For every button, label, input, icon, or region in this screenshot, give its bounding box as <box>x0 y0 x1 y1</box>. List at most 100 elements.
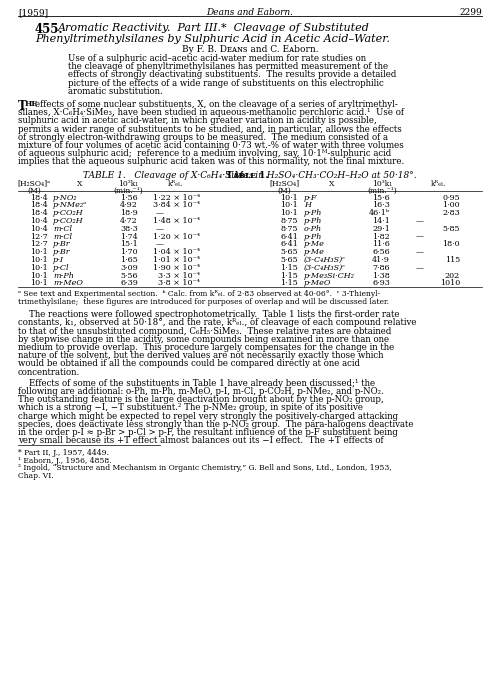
Text: nature of the solvent, but the derived values are not necessarily exactly those : nature of the solvent, but the derived v… <box>18 351 384 360</box>
Text: 6·41: 6·41 <box>280 240 298 249</box>
Text: 10·1: 10·1 <box>30 272 48 280</box>
Text: Effects of some of the substituents in Table 1 have already been discussed;¹ the: Effects of some of the substituents in T… <box>18 379 375 388</box>
Text: 4·92: 4·92 <box>120 202 138 209</box>
Text: The outstanding feature is the large deactivation brought about by the p-NO₂ gro: The outstanding feature is the large dea… <box>18 395 384 404</box>
Text: 1·01 × 10⁻⁴: 1·01 × 10⁻⁴ <box>153 256 200 264</box>
Text: H: H <box>304 202 311 209</box>
Text: —: — <box>156 240 164 249</box>
Text: 455.: 455. <box>35 23 64 36</box>
Text: p-CO₂H: p-CO₂H <box>53 209 84 217</box>
Text: Deans and Eaborn.: Deans and Eaborn. <box>206 8 294 17</box>
Text: 1·22 × 10⁻⁴: 1·22 × 10⁻⁴ <box>153 194 200 202</box>
Text: 10·1: 10·1 <box>280 194 298 202</box>
Text: p-Me: p-Me <box>304 249 325 256</box>
Text: would be obtained if all the compounds could be compared directly at one acid: would be obtained if all the compounds c… <box>18 359 360 369</box>
Text: p-Me: p-Me <box>304 240 325 249</box>
Text: TABLE 1.   Cleavage of X·C₆H₄·SiMe₃ in H₂SO₄·CH₃·CO₂H–H₂O at 50·18°.: TABLE 1. Cleavage of X·C₆H₄·SiMe₃ in H₂S… <box>83 170 417 180</box>
Text: 8·75: 8·75 <box>280 217 298 225</box>
Text: aromatic substitution.: aromatic substitution. <box>68 87 163 96</box>
Text: 10·4: 10·4 <box>30 217 48 225</box>
Text: 3·8 × 10⁻⁴: 3·8 × 10⁻⁴ <box>158 279 200 287</box>
Text: [H₂SO₄]ᵃ: [H₂SO₄]ᵃ <box>18 180 50 187</box>
Text: 1·38: 1·38 <box>372 272 390 280</box>
Text: 3·3 × 10⁻⁴: 3·3 × 10⁻⁴ <box>158 272 200 280</box>
Text: implies that the aqueous sulphuric acid taken was of this normality, not the fin: implies that the aqueous sulphuric acid … <box>18 158 404 166</box>
Text: 2·83: 2·83 <box>442 209 460 217</box>
Text: Phenyltrimethylsilanes by Sulphuric Acid in Acetic Acid–Water.: Phenyltrimethylsilanes by Sulphuric Acid… <box>35 34 390 44</box>
Text: 12·7: 12·7 <box>30 240 48 249</box>
Text: silanes, X·C₆H₄·SiMe₃, have been studied in aqueous-methanolic perchloric acid.¹: silanes, X·C₆H₄·SiMe₃, have been studied… <box>18 108 404 117</box>
Text: 41·9: 41·9 <box>372 256 390 264</box>
Text: 1·20 × 10⁻⁴: 1·20 × 10⁻⁴ <box>153 233 200 240</box>
Text: 18·9: 18·9 <box>120 209 138 217</box>
Text: 1·15: 1·15 <box>280 272 298 280</box>
Text: 6·39: 6·39 <box>120 279 138 287</box>
Text: effects of strongly deactivating substituents.  The results provide a detailed: effects of strongly deactivating substit… <box>68 71 396 79</box>
Text: p-MeO: p-MeO <box>304 279 332 287</box>
Text: 29·1: 29·1 <box>372 225 390 233</box>
Text: ² Ingold, “Structure and Mechanism in Organic Chemistry,” G. Bell and Sons, Ltd.: ² Ingold, “Structure and Mechanism in Or… <box>18 464 392 473</box>
Text: 1·48 × 10⁻⁴: 1·48 × 10⁻⁴ <box>153 217 200 225</box>
Text: (min.⁻¹): (min.⁻¹) <box>367 187 397 195</box>
Text: 1·65: 1·65 <box>120 256 138 264</box>
Text: —: — <box>416 264 424 272</box>
Text: 1·74: 1·74 <box>120 233 138 240</box>
Text: 1·56: 1·56 <box>120 194 138 202</box>
Text: o-Ph: o-Ph <box>304 225 322 233</box>
Text: m-Ph: m-Ph <box>53 272 74 280</box>
Text: 1·00: 1·00 <box>442 202 460 209</box>
Text: p-I: p-I <box>53 256 64 264</box>
Text: X: X <box>330 180 334 187</box>
Text: [H₂SO₄]: [H₂SO₄] <box>269 180 299 187</box>
Text: constants, k₁, observed at 50·18°, and the rate, kᴿₑₗ., of cleavage of each comp: constants, k₁, observed at 50·18°, and t… <box>18 318 416 327</box>
Text: —: — <box>416 233 424 240</box>
Text: —: — <box>156 209 164 217</box>
Text: permits a wider range of substituents to be studied, and, in particular, allows : permits a wider range of substituents to… <box>18 125 402 134</box>
Text: 10·1: 10·1 <box>30 279 48 287</box>
Text: 6·41: 6·41 <box>280 233 298 240</box>
Text: to that of the unsubstituted compound, C₆H₅·SiMe₃.  These relative rates are obt: to that of the unsubstituted compound, C… <box>18 327 392 335</box>
Text: kᴿₑₗ.: kᴿₑₗ. <box>168 180 182 187</box>
Text: m-Cl: m-Cl <box>53 233 72 240</box>
Text: [1959]: [1959] <box>18 8 48 17</box>
Text: 15·1: 15·1 <box>120 240 138 249</box>
Text: 5·56: 5·56 <box>120 272 138 280</box>
Text: 46·1ᵇ: 46·1ᵇ <box>369 209 390 217</box>
Text: —: — <box>156 225 164 233</box>
Text: 3·84 × 10⁻⁴: 3·84 × 10⁻⁴ <box>153 202 200 209</box>
Text: 1·04 × 10⁻⁴: 1·04 × 10⁻⁴ <box>153 249 200 256</box>
Text: Use of a sulphuric acid–acetic acid-water medium for rate studies on: Use of a sulphuric acid–acetic acid-wate… <box>68 54 366 63</box>
Text: The reactions were followed spectrophotometrically.  Table 1 lists the first-ord: The reactions were followed spectrophoto… <box>18 310 400 319</box>
Text: p-NMe₂ᵃ: p-NMe₂ᵃ <box>53 202 87 209</box>
Text: 15·6: 15·6 <box>372 194 390 202</box>
Text: 0·95: 0·95 <box>442 194 460 202</box>
Text: 6·56: 6·56 <box>372 249 390 256</box>
Text: medium to provide overlap.  This procedure largely compensates for the change in: medium to provide overlap. This procedur… <box>18 343 394 352</box>
Text: 3·09: 3·09 <box>120 264 138 272</box>
Text: (3-C₄H₃S)ᶜ: (3-C₄H₃S)ᶜ <box>304 256 346 264</box>
Text: following are additional: o-Ph, m-Ph, m-MeO, p-I, m-Cl, p-CO₂H, p-NMe₂, and p-NO: following are additional: o-Ph, m-Ph, m-… <box>18 387 384 396</box>
Text: 38·3: 38·3 <box>120 225 138 233</box>
Text: mixture of four volumes of acetic acid containing 0·73 wt.-% of water with three: mixture of four volumes of acetic acid c… <box>18 141 404 150</box>
Text: 10·4: 10·4 <box>30 225 48 233</box>
Text: 18·0: 18·0 <box>442 240 460 249</box>
Text: * Part II, J., 1957, 4449.: * Part II, J., 1957, 4449. <box>18 449 109 458</box>
Text: p-Ph: p-Ph <box>304 217 322 225</box>
Text: ᵃ See text and Experimental section.  ᵇ Calc. from kᴿₑₗ. of 2·83 observed at 40·: ᵃ See text and Experimental section. ᵇ C… <box>18 290 380 298</box>
Text: 16·3: 16·3 <box>372 202 390 209</box>
Text: p-Br: p-Br <box>53 249 70 256</box>
Text: 2299: 2299 <box>459 8 482 17</box>
Text: trimethylsilane;  these figures are introduced for purposes of overlap and will : trimethylsilane; these figures are intro… <box>18 297 389 306</box>
Text: 10·1: 10·1 <box>280 202 298 209</box>
Text: m-MeO: m-MeO <box>53 279 83 287</box>
Text: by stepwise change in the acidity, some compounds being examined in more than on: by stepwise change in the acidity, some … <box>18 335 389 344</box>
Text: (M): (M) <box>27 187 41 195</box>
Text: p-Ph: p-Ph <box>304 233 322 240</box>
Text: of aqueous sulphuric acid;  reference to a medium involving, say, 10·1ᴹ-sulphuri: of aqueous sulphuric acid; reference to … <box>18 149 391 158</box>
Text: m-Cl: m-Cl <box>53 225 72 233</box>
Text: p-Cl: p-Cl <box>53 264 70 272</box>
Text: 1·70: 1·70 <box>120 249 138 256</box>
Text: —: — <box>416 249 424 256</box>
Text: 1010: 1010 <box>440 279 460 287</box>
Text: 1·82: 1·82 <box>372 233 390 240</box>
